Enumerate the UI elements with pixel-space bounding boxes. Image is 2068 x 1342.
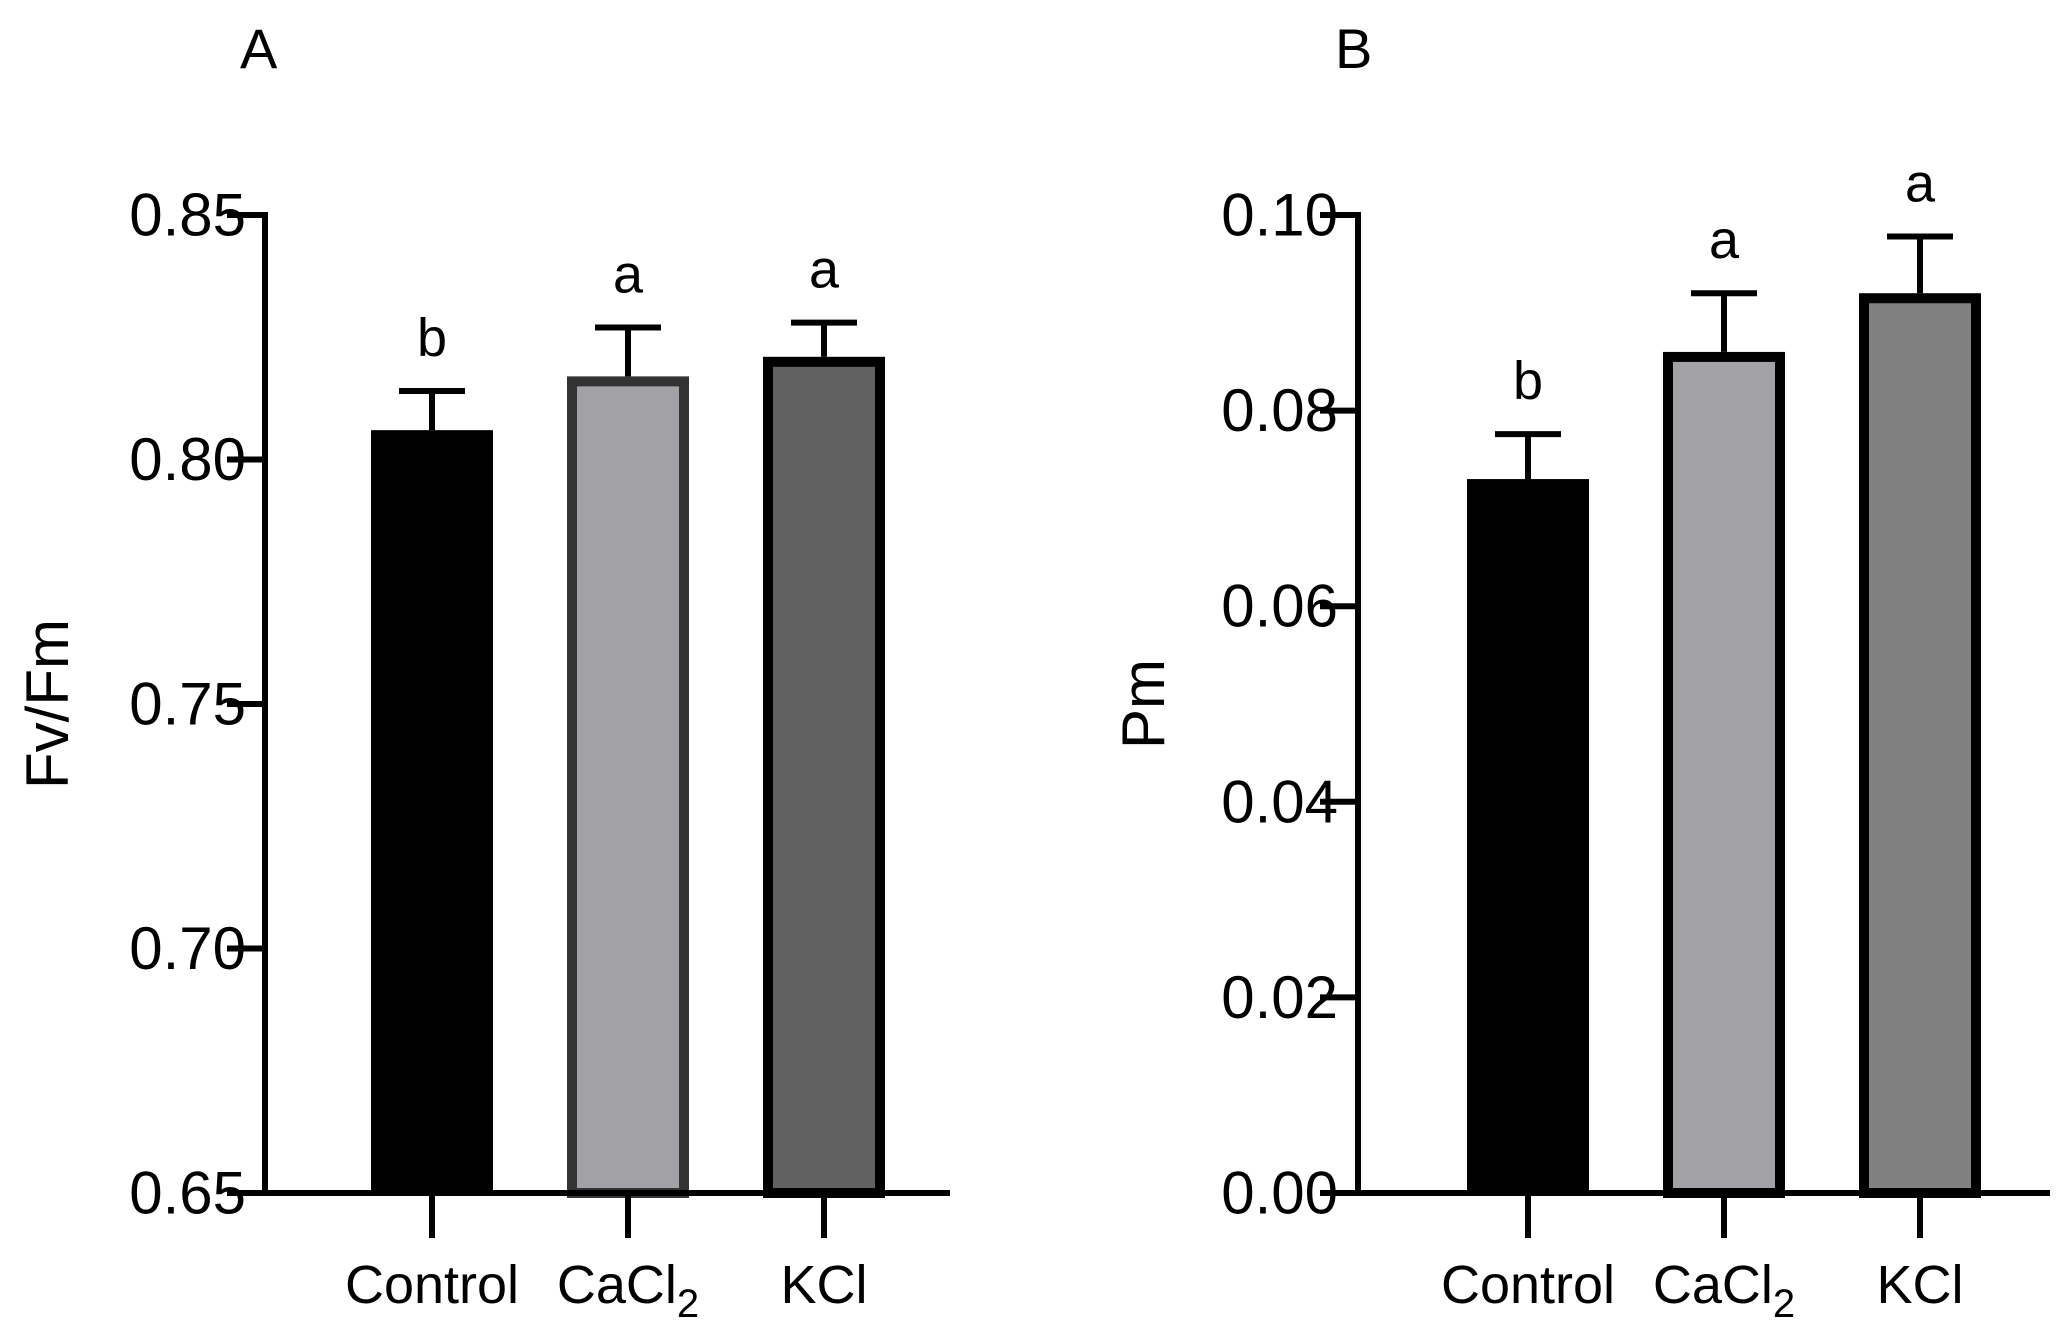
panel-letter: B xyxy=(1335,17,1372,80)
y-tick-label: 0.80 xyxy=(129,426,246,493)
panel-b: B Pm b Control a CaCl2 a KCl 0.00 0.02 0.04 0.06 0.0… xyxy=(1110,17,2050,1326)
y-axis-title: Pm xyxy=(1110,659,1177,749)
y-tick-label: 0.75 xyxy=(129,671,246,738)
category-label: Control xyxy=(345,1255,519,1315)
significance-label: b xyxy=(417,308,447,368)
panel-a: A Fv/Fm b Control a CaCl2 a KCl 0.65 0.70 0.75 0.80… xyxy=(14,17,950,1326)
y-tick-label: 0.00 xyxy=(1221,1160,1338,1227)
bar-cacl2 xyxy=(1663,351,1785,1199)
significance-label: b xyxy=(1513,351,1543,411)
y-tick-label: 0.02 xyxy=(1221,964,1338,1031)
category-label: CaCl2 xyxy=(557,1255,699,1326)
significance-label: a xyxy=(613,244,644,304)
y-tick-label: 0.06 xyxy=(1221,573,1338,640)
category-label: KCl xyxy=(1876,1255,1963,1315)
y-axis-title: Fv/Fm xyxy=(14,619,81,789)
y-tick-label: 0.65 xyxy=(129,1160,246,1227)
bar-control xyxy=(371,430,493,1193)
bar-cacl2 xyxy=(567,376,689,1198)
bar-kcl xyxy=(763,356,885,1198)
significance-label: a xyxy=(809,240,840,300)
y-tick-label: 0.08 xyxy=(1221,377,1338,444)
significance-label: a xyxy=(1905,154,1936,214)
category-label: Control xyxy=(1441,1255,1615,1315)
y-tick-label: 0.10 xyxy=(1221,182,1338,249)
bar-control xyxy=(1467,479,1589,1193)
bar-kcl xyxy=(1859,293,1981,1198)
y-tick-label: 0.85 xyxy=(129,182,246,249)
significance-label: a xyxy=(1709,210,1740,270)
panel-letter: A xyxy=(240,17,278,80)
category-label: CaCl2 xyxy=(1653,1255,1795,1326)
y-tick-label: 0.70 xyxy=(129,915,246,982)
y-tick-label: 0.04 xyxy=(1221,768,1338,835)
category-label: KCl xyxy=(780,1255,867,1315)
